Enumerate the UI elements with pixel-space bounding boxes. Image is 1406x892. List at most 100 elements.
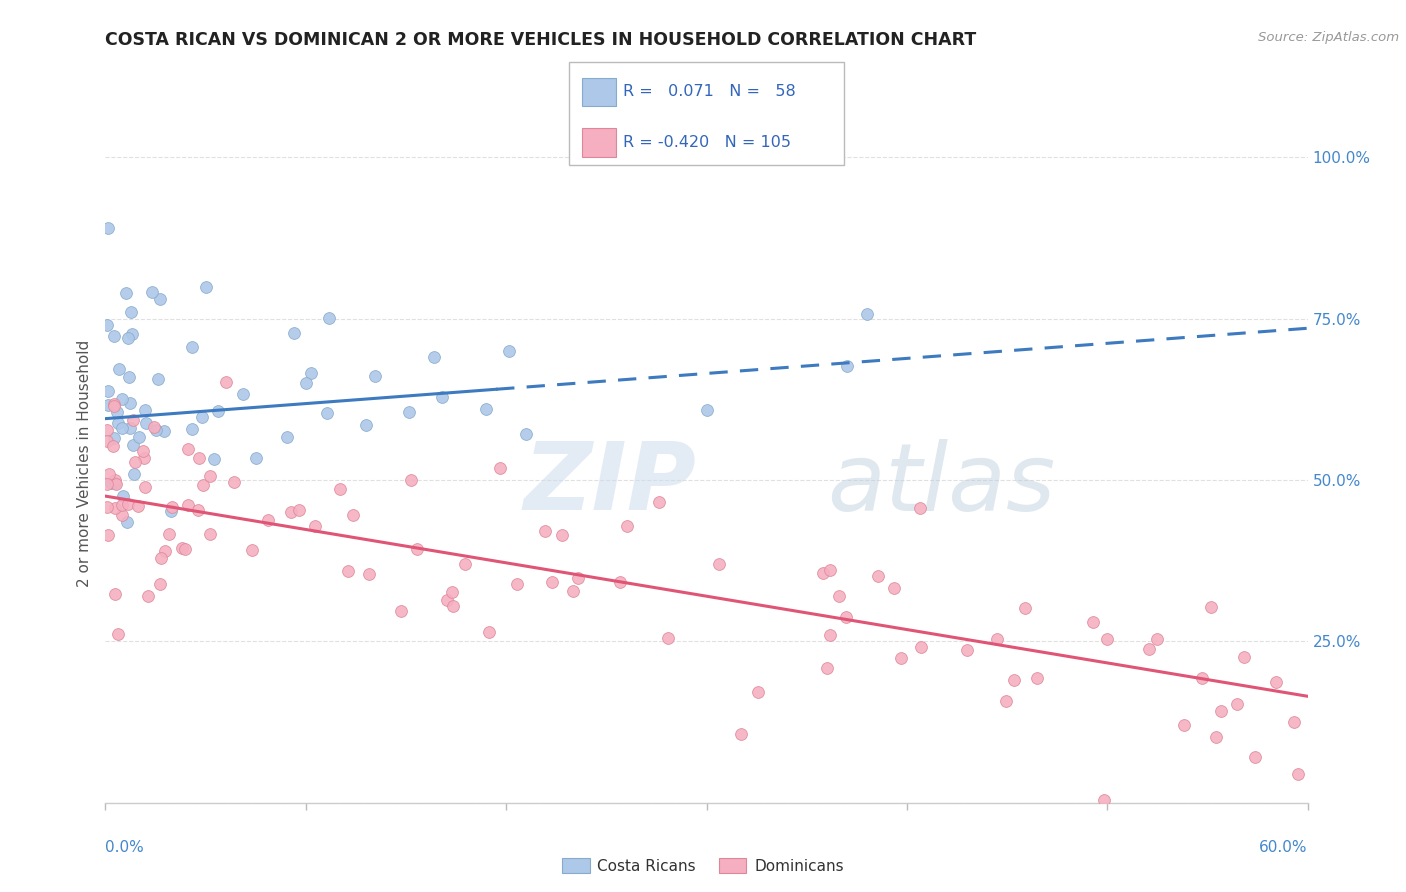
- Point: [866, 569, 889, 583]
- Point: [910, 640, 932, 655]
- Point: [115, 285, 138, 300]
- Point: [122, 438, 145, 452]
- Point: [1002, 673, 1025, 688]
- Point: [533, 524, 555, 538]
- Point: [118, 421, 141, 435]
- Point: [478, 625, 501, 640]
- Point: [910, 500, 932, 515]
- Point: [149, 577, 172, 591]
- Point: [97, 528, 120, 542]
- Point: [342, 508, 364, 522]
- Point: [191, 478, 214, 492]
- Point: [121, 327, 143, 342]
- Point: [134, 402, 156, 417]
- Point: [120, 396, 142, 410]
- Point: [214, 375, 236, 389]
- Point: [399, 473, 422, 487]
- Point: [1083, 615, 1105, 629]
- Point: [616, 519, 638, 533]
- Point: [131, 444, 153, 458]
- Point: [441, 585, 464, 599]
- Point: [280, 505, 302, 519]
- Point: [318, 310, 340, 325]
- Point: [97, 221, 120, 235]
- Text: atlas: atlas: [827, 439, 1054, 530]
- Point: [398, 405, 420, 419]
- Point: [883, 581, 905, 595]
- Point: [359, 566, 381, 581]
- Text: 0.0%: 0.0%: [105, 840, 145, 855]
- Point: [132, 451, 155, 466]
- Text: 60.0%: 60.0%: [1260, 840, 1308, 855]
- Point: [1205, 730, 1227, 744]
- Point: [257, 513, 280, 527]
- Point: [747, 684, 769, 698]
- Point: [111, 421, 134, 435]
- Point: [276, 430, 298, 444]
- Y-axis label: 2 or more Vehicles in Household: 2 or more Vehicles in Household: [77, 340, 93, 588]
- Point: [128, 430, 150, 444]
- Point: [150, 550, 173, 565]
- Point: [890, 650, 912, 665]
- Point: [181, 422, 204, 436]
- Point: [1173, 718, 1195, 732]
- Point: [1226, 697, 1249, 711]
- Point: [835, 610, 858, 624]
- Point: [177, 442, 200, 456]
- Point: [835, 359, 858, 373]
- Point: [515, 427, 537, 442]
- Point: [103, 397, 125, 411]
- Point: [187, 503, 209, 517]
- Point: [609, 575, 631, 590]
- Point: [657, 631, 679, 645]
- Point: [122, 413, 145, 427]
- Point: [111, 489, 134, 503]
- Point: [288, 503, 311, 517]
- Point: [108, 361, 131, 376]
- Point: [1191, 671, 1213, 685]
- Point: [354, 417, 377, 432]
- Point: [103, 328, 125, 343]
- Point: [170, 541, 193, 555]
- Point: [1243, 750, 1265, 764]
- Point: [283, 326, 305, 341]
- Point: [194, 280, 217, 294]
- Point: [122, 467, 145, 482]
- Point: [104, 587, 127, 601]
- Point: [405, 541, 427, 556]
- Point: [142, 419, 165, 434]
- Point: [986, 632, 1008, 647]
- Point: [316, 406, 339, 420]
- Point: [97, 467, 120, 482]
- Point: [813, 566, 835, 580]
- Point: [120, 305, 142, 319]
- Point: [136, 589, 159, 603]
- Point: [153, 424, 176, 438]
- Point: [96, 434, 118, 449]
- Point: [111, 498, 134, 512]
- Point: [160, 504, 183, 518]
- Point: [696, 403, 718, 417]
- Point: [107, 627, 129, 641]
- Point: [105, 405, 128, 419]
- Point: [111, 392, 134, 406]
- Point: [232, 386, 254, 401]
- Point: [1201, 599, 1223, 614]
- Point: [707, 557, 730, 571]
- Point: [489, 461, 512, 475]
- Point: [155, 544, 177, 558]
- Point: [100, 475, 122, 490]
- Point: [118, 369, 141, 384]
- Text: Source: ZipAtlas.com: Source: ZipAtlas.com: [1258, 31, 1399, 45]
- Point: [299, 366, 322, 380]
- Point: [134, 480, 156, 494]
- Point: [104, 501, 127, 516]
- Point: [240, 542, 263, 557]
- Point: [818, 628, 841, 642]
- Point: [96, 423, 118, 437]
- Point: [541, 574, 564, 589]
- Point: [647, 494, 669, 508]
- Point: [1097, 632, 1119, 646]
- Point: [115, 515, 138, 529]
- Point: [198, 527, 221, 541]
